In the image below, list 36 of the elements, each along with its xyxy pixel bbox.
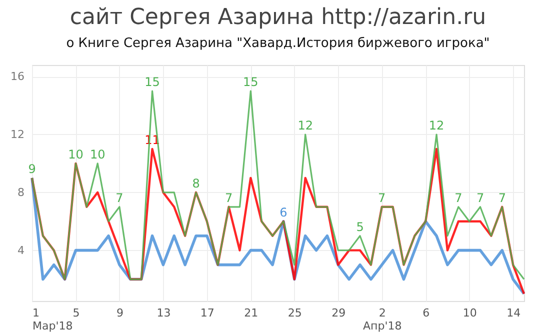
data-label: 7 bbox=[454, 190, 462, 205]
data-label: 10 bbox=[90, 147, 106, 162]
data-label: 7 bbox=[116, 190, 124, 205]
data-label: 12 bbox=[428, 118, 444, 132]
data-label: 12 bbox=[298, 118, 313, 132]
x-tick-label: 13 bbox=[156, 306, 171, 320]
data-label: 15 bbox=[243, 75, 258, 90]
data-label: 7 bbox=[476, 190, 484, 205]
x-tick-label: 6 bbox=[422, 306, 430, 320]
x-tick-label: 29 bbox=[332, 306, 346, 320]
data-label: 9 bbox=[28, 162, 36, 176]
chart-title: сайт Сергея Азарина http://azarin.ru bbox=[70, 5, 486, 30]
data-label: 8 bbox=[192, 176, 200, 190]
line-series bbox=[30, 148, 526, 295]
data-label: 5 bbox=[356, 220, 364, 234]
y-tick-label: 12 bbox=[10, 128, 24, 141]
data-label: 10 bbox=[68, 147, 84, 162]
y-tick-label: 16 bbox=[10, 70, 24, 84]
x-tick-label: 2 Апр'18 bbox=[363, 306, 402, 332]
x-tick-label: 1 Мар'18 bbox=[32, 306, 73, 332]
y-tick-label: 4 bbox=[18, 244, 24, 257]
x-tick-label: 17 bbox=[200, 306, 214, 320]
data-label: 6 bbox=[280, 205, 288, 220]
data-label: 7 bbox=[224, 190, 233, 205]
data-label: 7 bbox=[378, 190, 386, 205]
x-tick-label: 5 bbox=[72, 306, 80, 320]
chart-subtitle: о Книге Сергея Азарина "Хавард.История биржевого игрока" bbox=[66, 36, 490, 51]
data-label: 15 bbox=[144, 75, 160, 90]
data-label: 7 bbox=[498, 190, 506, 205]
x-tick-label: 25 bbox=[288, 306, 302, 320]
line-series bbox=[31, 90, 525, 280]
x-tick-label: 21 bbox=[244, 306, 258, 320]
x-tick-label: 14 bbox=[506, 306, 521, 320]
x-tick-label: 10 bbox=[462, 306, 477, 320]
y-tick-label: 8 bbox=[18, 186, 24, 199]
x-tick-label: 9 bbox=[116, 306, 124, 320]
